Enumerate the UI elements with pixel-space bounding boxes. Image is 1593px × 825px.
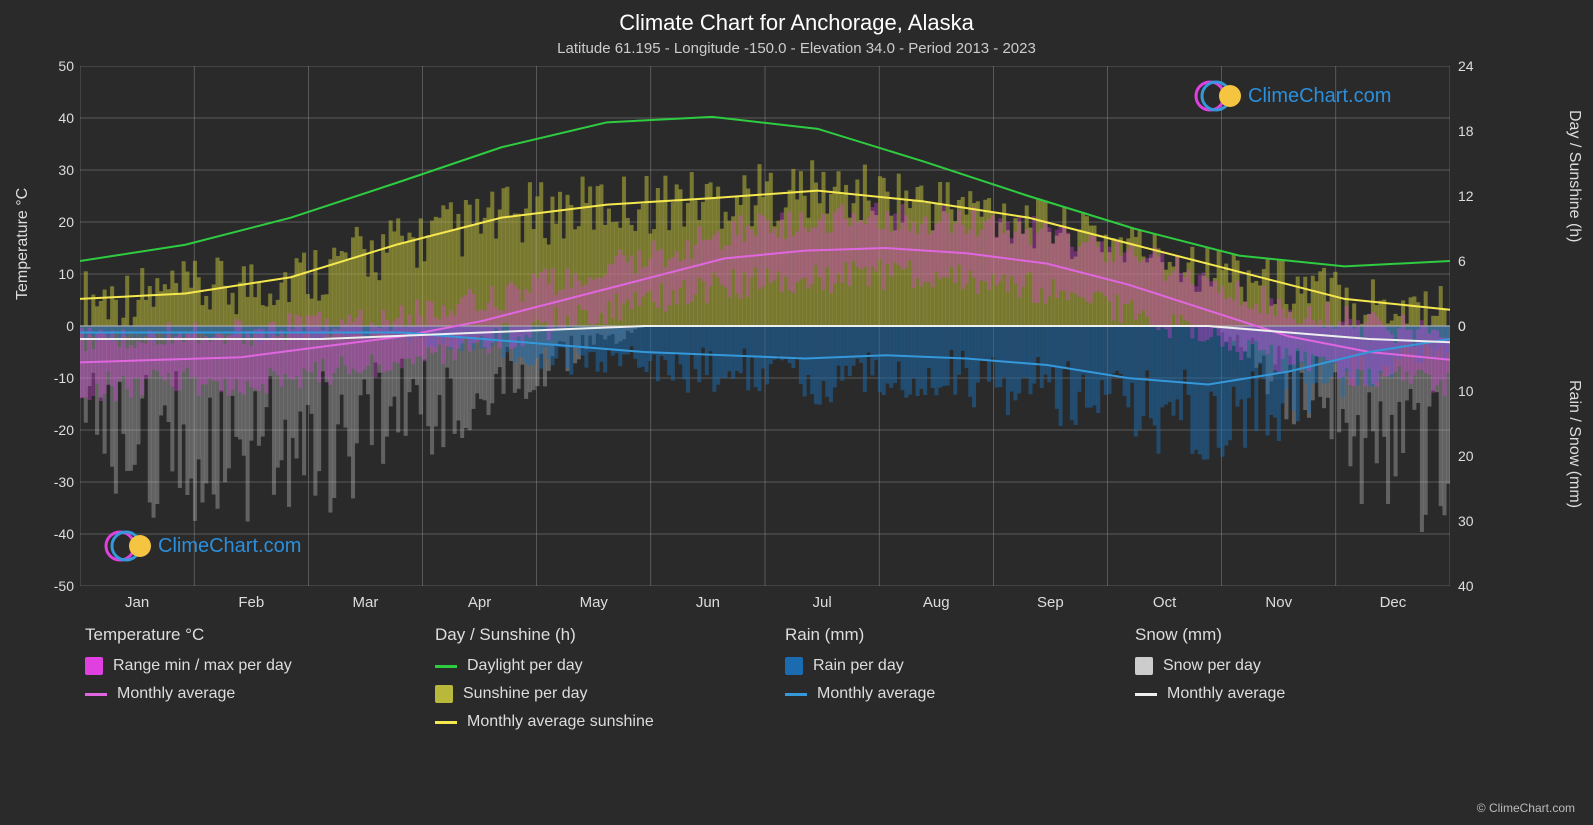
legend-item: Snow per day <box>1135 657 1485 675</box>
legend-label: Snow per day <box>1163 657 1261 675</box>
legend: Temperature °C Range min / max per day Mon… <box>85 625 1485 741</box>
legend-item: Sunshine per day <box>435 685 785 703</box>
chart-title: Climate Chart for Anchorage, Alaska <box>0 0 1593 36</box>
left-tick: -50 <box>44 578 74 594</box>
right-top-tick: 12 <box>1458 188 1486 204</box>
legend-line-icon <box>435 721 457 724</box>
svg-text:ClimeChart.com: ClimeChart.com <box>1248 85 1391 107</box>
left-tick: 0 <box>44 318 74 334</box>
month-label: Apr <box>460 594 500 611</box>
copyright: © ClimeChart.com <box>1477 801 1575 815</box>
legend-swatch-icon <box>785 657 803 675</box>
right-bot-tick: 40 <box>1458 578 1486 594</box>
legend-item: Monthly average <box>1135 685 1485 703</box>
legend-label: Rain per day <box>813 657 904 675</box>
legend-group: Rain (mm) Rain per day Monthly average <box>785 625 1135 741</box>
legend-line-icon <box>1135 693 1157 696</box>
legend-item: Range min / max per day <box>85 657 435 675</box>
legend-head: Temperature °C <box>85 625 435 645</box>
legend-line-icon <box>785 693 807 696</box>
legend-label: Daylight per day <box>467 657 583 675</box>
month-label: Nov <box>1259 594 1299 611</box>
right-axis-top-label: Day / Sunshine (h) <box>1565 110 1583 243</box>
legend-label: Monthly average <box>817 685 935 703</box>
legend-head: Snow (mm) <box>1135 625 1485 645</box>
legend-item: Rain per day <box>785 657 1135 675</box>
right-top-tick: 6 <box>1458 253 1486 269</box>
left-tick: 10 <box>44 266 74 282</box>
legend-group: Temperature °C Range min / max per day Mon… <box>85 625 435 741</box>
left-axis-label: Temperature °C <box>14 188 32 300</box>
left-tick: 20 <box>44 214 74 230</box>
month-label: Mar <box>345 594 385 611</box>
legend-label: Monthly average sunshine <box>467 713 654 731</box>
legend-label: Monthly average <box>1167 685 1285 703</box>
legend-item: Monthly average sunshine <box>435 713 785 731</box>
legend-swatch-icon <box>1135 657 1153 675</box>
legend-head: Rain (mm) <box>785 625 1135 645</box>
month-label: May <box>574 594 614 611</box>
legend-item: Daylight per day <box>435 657 785 675</box>
legend-group: Snow (mm) Snow per day Monthly average <box>1135 625 1485 741</box>
legend-line-icon <box>435 665 457 668</box>
month-label: Jul <box>802 594 842 611</box>
month-label: Jan <box>117 594 157 611</box>
left-tick: -20 <box>44 422 74 438</box>
legend-item: Monthly average <box>785 685 1135 703</box>
legend-head: Day / Sunshine (h) <box>435 625 785 645</box>
legend-swatch-icon <box>85 657 103 675</box>
left-tick: 50 <box>44 58 74 74</box>
legend-line-icon <box>85 693 107 696</box>
legend-label: Range min / max per day <box>113 657 292 675</box>
left-tick: -10 <box>44 370 74 386</box>
left-tick: -40 <box>44 526 74 542</box>
left-tick: 30 <box>44 162 74 178</box>
legend-label: Monthly average <box>117 685 235 703</box>
month-label: Dec <box>1373 594 1413 611</box>
month-label: Jun <box>688 594 728 611</box>
right-bot-tick: 30 <box>1458 513 1486 529</box>
right-top-tick: 24 <box>1458 58 1486 74</box>
right-bot-tick: 0 <box>1458 318 1486 334</box>
month-label: Feb <box>231 594 271 611</box>
legend-group: Day / Sunshine (h) Daylight per day Sunshi… <box>435 625 785 741</box>
chart-svg: ClimeChart.com ClimeChart.com <box>80 66 1450 586</box>
legend-swatch-icon <box>435 685 453 703</box>
left-tick: 40 <box>44 110 74 126</box>
legend-label: Sunshine per day <box>463 685 588 703</box>
right-bot-tick: 20 <box>1458 448 1486 464</box>
right-axis-bottom-label: Rain / Snow (mm) <box>1565 380 1583 508</box>
svg-text:ClimeChart.com: ClimeChart.com <box>158 535 301 557</box>
right-bot-tick: 10 <box>1458 383 1486 399</box>
chart-subtitle: Latitude 61.195 - Longitude -150.0 - Ele… <box>0 40 1593 57</box>
right-top-tick: 18 <box>1458 123 1486 139</box>
left-tick: -30 <box>44 474 74 490</box>
legend-item: Monthly average <box>85 685 435 703</box>
month-label: Aug <box>916 594 956 611</box>
month-label: Sep <box>1030 594 1070 611</box>
month-label: Oct <box>1145 594 1185 611</box>
plot-area: ClimeChart.com ClimeChart.com <box>80 66 1450 586</box>
